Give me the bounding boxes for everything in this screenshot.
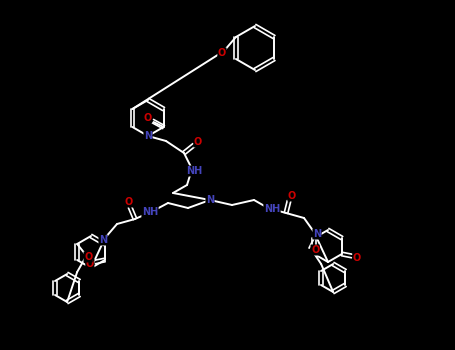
Text: N: N <box>99 235 107 245</box>
Text: O: O <box>194 137 202 147</box>
Text: O: O <box>84 252 92 262</box>
Text: NH: NH <box>264 204 280 214</box>
Text: O: O <box>311 245 319 255</box>
Text: N: N <box>206 195 214 205</box>
Text: O: O <box>218 48 226 58</box>
Text: O: O <box>288 191 296 201</box>
Text: O: O <box>143 113 152 123</box>
Text: N: N <box>144 131 152 141</box>
Text: NH: NH <box>142 207 158 217</box>
Text: NH: NH <box>186 166 202 176</box>
Text: O: O <box>353 253 361 263</box>
Text: O: O <box>86 259 94 269</box>
Text: O: O <box>125 197 133 207</box>
Text: N: N <box>313 229 321 239</box>
